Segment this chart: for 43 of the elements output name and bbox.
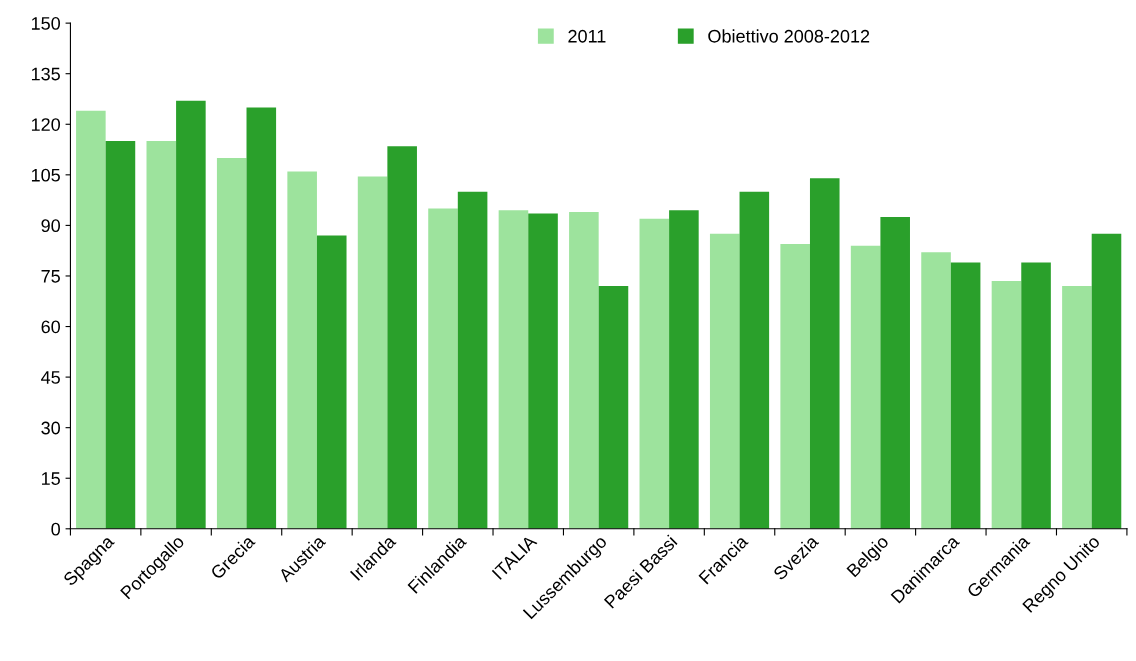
y-tick-label: 0 bbox=[51, 522, 60, 536]
y-tick-label: 150 bbox=[31, 17, 61, 30]
bar bbox=[669, 210, 699, 529]
bar bbox=[1091, 233, 1122, 529]
y-tick-label: 135 bbox=[31, 67, 60, 81]
bar bbox=[569, 211, 599, 529]
bar bbox=[1062, 286, 1092, 529]
bar bbox=[246, 107, 277, 529]
bar bbox=[457, 191, 488, 529]
bar bbox=[216, 157, 247, 529]
bar bbox=[639, 218, 670, 529]
bar bbox=[780, 243, 810, 529]
legend-label: Obiettivo 2008-2012 bbox=[708, 29, 870, 43]
bar bbox=[950, 262, 981, 529]
bar bbox=[146, 141, 177, 529]
bar bbox=[498, 210, 529, 529]
y-tick-label: 45 bbox=[41, 371, 60, 384]
bar bbox=[850, 245, 881, 529]
y-tick-label: 120 bbox=[31, 118, 61, 131]
y-tick-label: 60 bbox=[41, 320, 61, 334]
bar bbox=[739, 191, 770, 529]
bar bbox=[387, 146, 417, 529]
bar bbox=[809, 178, 840, 529]
y-tick-label: 15 bbox=[42, 472, 60, 485]
y-tick-label: 30 bbox=[41, 421, 61, 435]
bar bbox=[176, 100, 206, 529]
bar bbox=[528, 213, 558, 529]
y-tick-label: 105 bbox=[31, 168, 60, 182]
bar bbox=[1021, 262, 1051, 529]
y-tick-label: 75 bbox=[41, 270, 60, 283]
bar bbox=[357, 176, 388, 529]
legend-label: 2011 bbox=[568, 29, 606, 43]
bar bbox=[709, 233, 740, 529]
bar bbox=[316, 235, 347, 529]
bar bbox=[921, 252, 951, 529]
bar bbox=[598, 286, 629, 529]
bar bbox=[105, 141, 136, 529]
y-tick-label: 90 bbox=[41, 219, 61, 233]
bar bbox=[880, 216, 910, 529]
bar bbox=[428, 208, 458, 529]
bar bbox=[991, 281, 1022, 529]
bar bbox=[287, 171, 317, 529]
bar bbox=[76, 110, 106, 529]
